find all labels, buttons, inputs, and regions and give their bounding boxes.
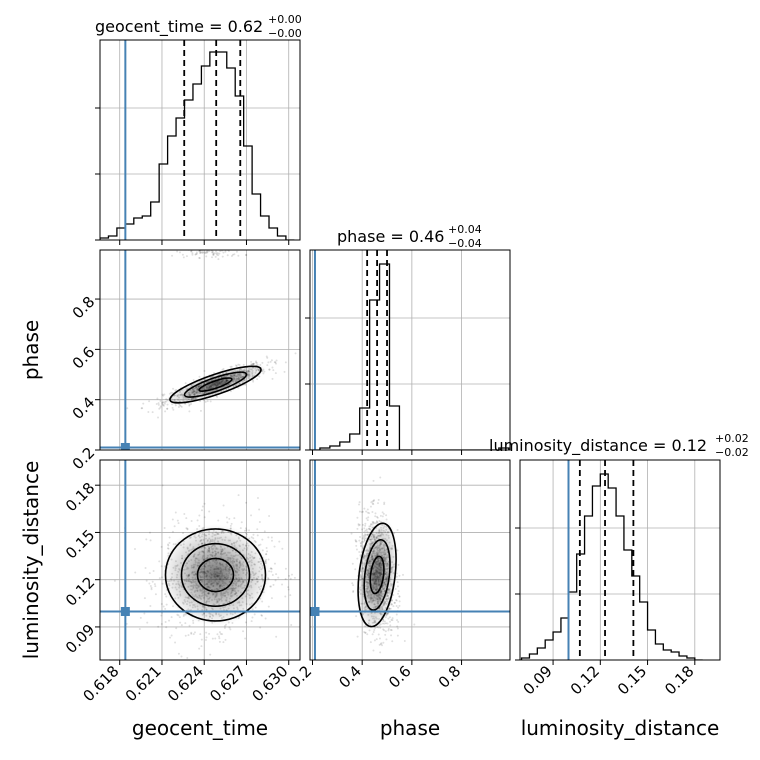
hist-phase-panel (305, 249, 511, 455)
title-geocent_time: geocent_time = 0.62 +0.00 −0.00 (95, 13, 302, 40)
histogram-steps (520, 473, 703, 660)
histogram-steps (100, 51, 295, 240)
contour-2 (363, 539, 391, 611)
hist-geocent_time-panel (95, 39, 301, 245)
title-plus: +0.00 (268, 13, 302, 26)
title-median: 0.62 (228, 17, 264, 36)
x-tick-label: 0.618 (79, 662, 122, 705)
histogram-steps (310, 263, 510, 450)
scatter-phase-luminosity_distance-plot-area (310, 460, 510, 660)
truth-marker (120, 606, 130, 616)
x-tick-label: 0.2 (286, 662, 316, 692)
title-minus: −0.02 (715, 446, 749, 459)
y-tick-label: 0.2 (69, 444, 99, 474)
title-median: 0.46 (409, 227, 445, 246)
title-plus: +0.02 (715, 432, 749, 445)
x-tick-label: 0.6 (385, 662, 415, 692)
x-tick-label: 0.12 (567, 662, 603, 698)
title-name: luminosity_distance (489, 436, 648, 456)
axes-frame (99, 249, 301, 451)
scatter-geocent_time-phase-panel: 0.2 0.4 0.6 0.8 (69, 249, 301, 474)
xlabel-luminosity_distance: luminosity_distance (521, 716, 720, 740)
axes-frame (519, 459, 721, 661)
title-minus: −0.00 (268, 27, 302, 40)
y-tick-label: 0.4 (69, 393, 99, 423)
svg-text:geocent_time = 0.62: geocent_time = 0.62 (95, 17, 263, 37)
y-tick-label: 0.12 (62, 573, 98, 609)
truth-marker (120, 442, 130, 450)
y-tick-label: 0.8 (69, 293, 99, 323)
contour-2 (183, 371, 248, 398)
truth-marker (310, 606, 320, 616)
title-median: 0.12 (671, 436, 707, 455)
axes-frame (99, 39, 301, 241)
ylabel-phase: phase (19, 320, 43, 380)
contour-1 (169, 365, 262, 404)
density-fill (160, 524, 271, 626)
contour-1 (357, 522, 397, 628)
title-plus: +0.04 (448, 223, 482, 236)
x-tick-label: 0.630 (248, 662, 291, 705)
title-name: geocent_time (95, 17, 204, 37)
density-fill (165, 364, 266, 405)
hist-luminosity_distance-panel: 0.09 0.12 0.15 0.18 (515, 459, 721, 698)
title-luminosity_distance: luminosity_distance = 0.12 +0.02 −0.02 (489, 432, 749, 459)
x-tick-label: 0.18 (661, 662, 697, 698)
contour-3 (196, 557, 235, 593)
contour-2 (180, 542, 251, 608)
axes-frame (309, 459, 511, 661)
x-tick-label: 0.621 (122, 662, 165, 705)
x-tick-label: 0.627 (206, 662, 249, 705)
y-tick-label: 0.6 (69, 343, 99, 373)
x-tick-label: 0.624 (164, 662, 207, 705)
scatter-geocent_time-luminosity_distance-panel: 0.618 0.621 0.624 0.627 0.630 0.09 0.12 0.15 0.1… (62, 459, 301, 705)
hist-geocent_time-plot-area (100, 40, 300, 240)
contour-3 (369, 555, 385, 595)
y-tick-label: 0.18 (62, 479, 98, 515)
svg-text:luminosity_distance = 0.12: luminosity_distance = 0.12 (489, 436, 707, 456)
title-phase: phase = 0.46 +0.04 −0.04 (337, 223, 482, 250)
x-tick-label: 0.09 (520, 662, 556, 698)
scatter-phase-luminosity_distance-panel: 0.2 0.4 0.6 0.8 (286, 459, 511, 692)
scatter-geocent_time-luminosity_distance-plot-area (100, 460, 300, 660)
x-tick-label: 0.15 (614, 662, 650, 698)
x-tick-label: 0.4 (335, 662, 365, 692)
hist-luminosity_distance-plot-area (520, 460, 720, 660)
title-name: phase (337, 227, 385, 246)
title-minus: −0.04 (448, 237, 482, 250)
svg-text:phase = 0.46: phase = 0.46 (337, 227, 444, 246)
hist-phase-plot-area (310, 250, 510, 450)
contour-1 (164, 528, 267, 622)
xlabel-phase: phase (380, 716, 440, 740)
contour-3 (198, 377, 233, 392)
scatter-geocent_time-phase-plot-area (100, 250, 300, 450)
ylabel-luminosity_distance: luminosity_distance (19, 461, 43, 660)
x-tick-label: 0.8 (435, 662, 465, 692)
xlabel-geocent_time: geocent_time (132, 716, 268, 740)
y-tick-label: 0.15 (62, 526, 98, 562)
axes-frame (99, 459, 301, 661)
y-tick-label: 0.09 (62, 621, 98, 657)
axes-frame (309, 249, 511, 451)
